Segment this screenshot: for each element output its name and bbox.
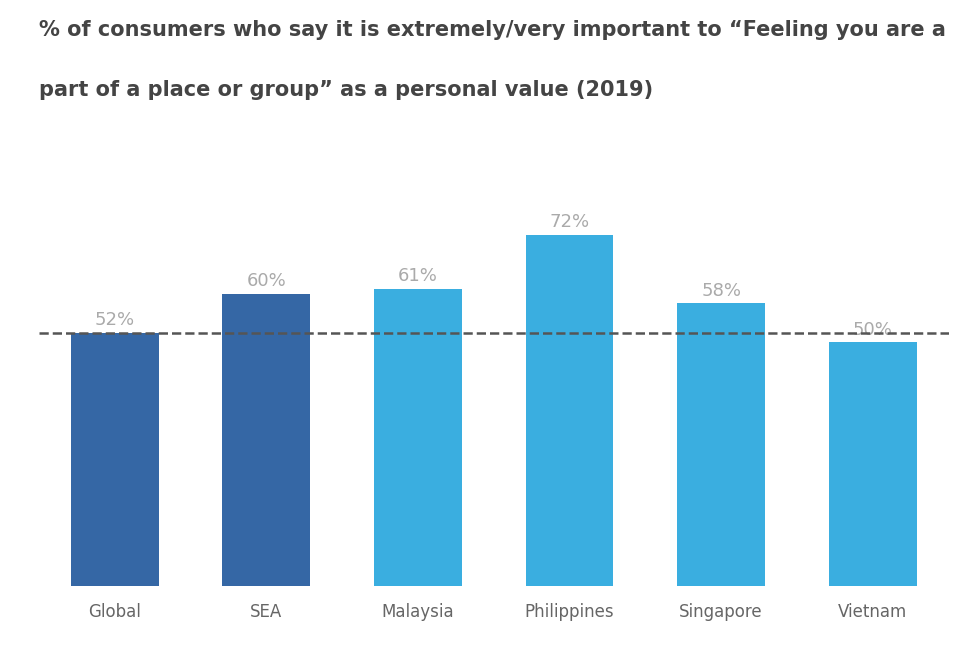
Bar bbox=[678, 304, 765, 586]
Text: 52%: 52% bbox=[95, 311, 135, 329]
Text: part of a place or group” as a personal value (2019): part of a place or group” as a personal … bbox=[39, 80, 652, 100]
Text: 58%: 58% bbox=[701, 282, 741, 300]
Bar bbox=[829, 342, 917, 586]
Bar bbox=[374, 289, 462, 586]
Text: 72%: 72% bbox=[550, 213, 590, 231]
Bar bbox=[223, 294, 310, 586]
Text: 61%: 61% bbox=[398, 267, 438, 285]
Bar bbox=[71, 333, 159, 586]
Text: % of consumers who say it is extremely/very important to “Feeling you are a: % of consumers who say it is extremely/v… bbox=[39, 20, 946, 40]
Text: 50%: 50% bbox=[853, 320, 892, 338]
Text: 60%: 60% bbox=[246, 272, 287, 290]
Bar bbox=[526, 235, 614, 586]
